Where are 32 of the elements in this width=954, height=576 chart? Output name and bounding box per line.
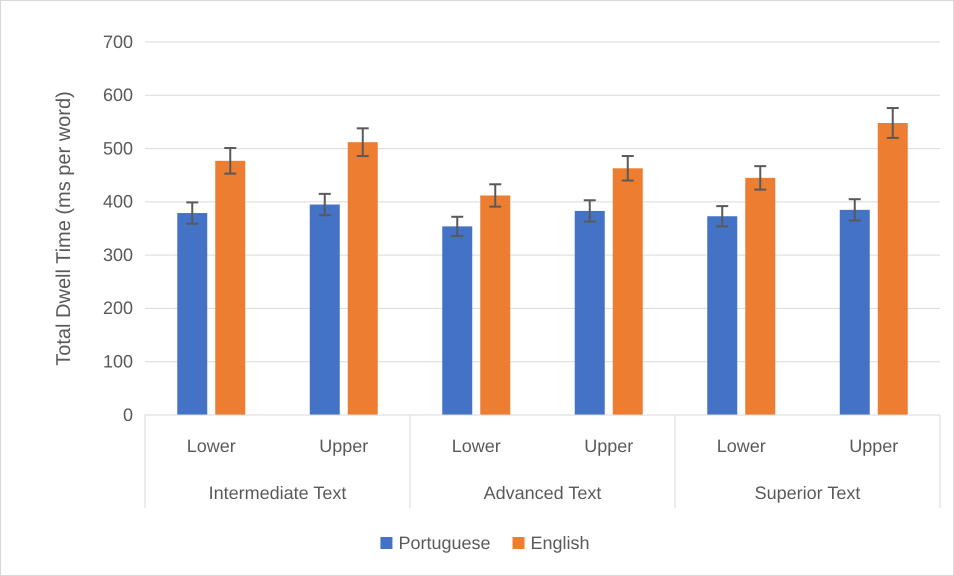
bar [215, 160, 246, 415]
bar [612, 168, 643, 415]
x-tick-label: Lower [716, 436, 766, 456]
y-tick-label: 300 [102, 244, 133, 265]
x-tick-label: Upper [849, 436, 898, 456]
bar [745, 178, 776, 415]
bar [878, 122, 908, 415]
y-tick-label: 700 [102, 32, 133, 52]
y-tick-label: 0 [122, 404, 133, 425]
y-tick-label: 500 [102, 138, 133, 158]
bar [310, 204, 340, 415]
x-tick-label: Upper [584, 436, 634, 456]
x-tick-label: Lower [186, 436, 236, 456]
y-tick-label: 100 [102, 351, 133, 372]
text: Advanced Text [484, 483, 602, 503]
x-tick-label: Upper [319, 436, 368, 456]
bar [840, 210, 870, 415]
x-tick-label: Lower [452, 436, 501, 456]
legend-label: English [530, 533, 590, 553]
bar [177, 213, 208, 415]
bar [480, 195, 510, 415]
bar [442, 226, 472, 415]
y-tick-label: 400 [102, 192, 133, 212]
y-tick-label: 200 [102, 298, 133, 318]
bar [348, 142, 378, 415]
bar [574, 210, 605, 415]
y-axis-title: Total Dwell Time (ms per word) [53, 91, 75, 366]
bar [707, 216, 738, 415]
text: Superior Text [754, 483, 860, 503]
legend-label: Portuguese [398, 533, 491, 553]
text: Intermediate Text [208, 483, 346, 503]
y-tick-label: 600 [102, 85, 133, 106]
